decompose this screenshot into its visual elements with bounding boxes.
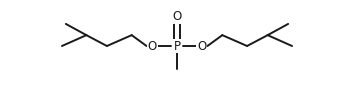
Text: O: O xyxy=(148,39,157,53)
Text: P: P xyxy=(173,39,181,53)
Text: O: O xyxy=(172,10,182,23)
Text: O: O xyxy=(197,39,206,53)
